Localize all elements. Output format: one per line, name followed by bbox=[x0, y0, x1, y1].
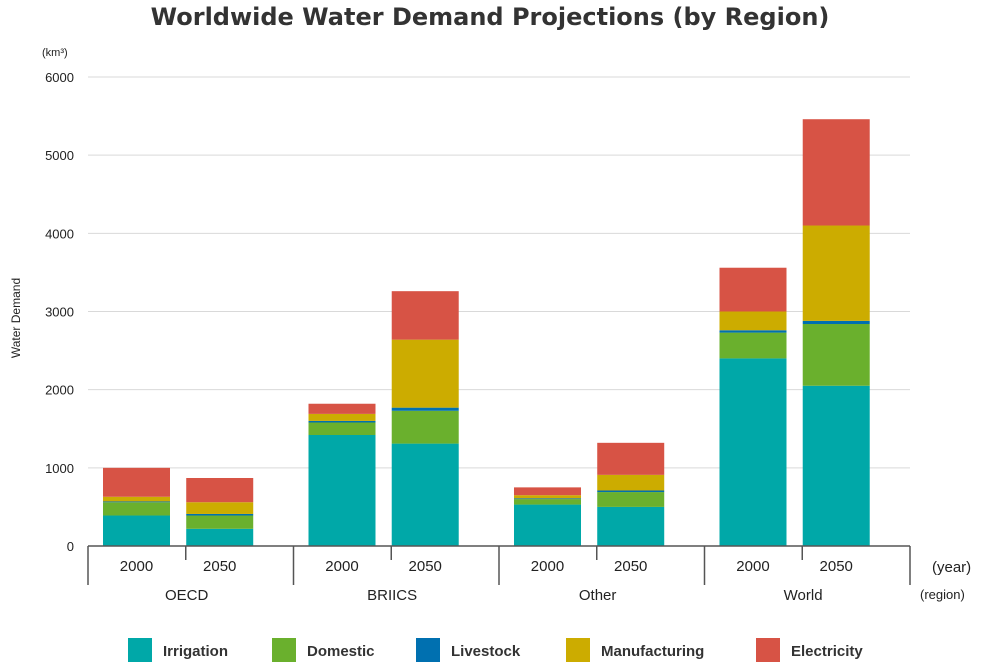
year-label: 2000 bbox=[531, 558, 564, 575]
year-label: 2050 bbox=[820, 558, 853, 575]
bar-segment-manufacturing bbox=[597, 474, 665, 491]
y-tick-label: 1000 bbox=[45, 461, 74, 476]
bar-segment-electricity bbox=[308, 403, 376, 414]
bar-segment-irrigation bbox=[186, 528, 254, 546]
legend-label-irrigation: Irrigation bbox=[163, 643, 228, 660]
bar-segment-domestic bbox=[308, 422, 376, 436]
y-axis-unit: (km³) bbox=[42, 47, 68, 59]
legend-label-domestic: Domestic bbox=[307, 643, 375, 660]
y-tick-label: 0 bbox=[67, 539, 74, 554]
legend-label-manufacturing: Manufacturing bbox=[601, 643, 704, 660]
bar-segment-livestock bbox=[102, 501, 170, 503]
legend-swatch-livestock bbox=[416, 638, 440, 662]
bar-segment-manufacturing bbox=[391, 339, 459, 408]
bar-segment-livestock bbox=[597, 490, 665, 493]
year-label: 2050 bbox=[409, 558, 442, 575]
bar-segment-domestic bbox=[102, 502, 170, 516]
legend-swatch-manufacturing bbox=[566, 638, 590, 662]
bar-segment-domestic bbox=[719, 332, 787, 359]
bar-segment-manufacturing bbox=[802, 225, 870, 321]
year-label: 2000 bbox=[325, 558, 358, 575]
bar-segment-livestock bbox=[802, 320, 870, 325]
bar-segment-irrigation bbox=[802, 385, 870, 546]
bar-segment-livestock bbox=[719, 330, 787, 333]
legend: Irrigation Domestic Livestock Manufacturing… bbox=[128, 638, 863, 662]
bar-segment-livestock bbox=[308, 420, 376, 423]
y-tick-label: 6000 bbox=[45, 70, 74, 85]
bar-segment-livestock bbox=[391, 407, 459, 411]
bar-segment-manufacturing bbox=[308, 413, 376, 421]
legend-swatch-electricity bbox=[756, 638, 780, 662]
bar-segment-domestic bbox=[391, 410, 459, 444]
bar-segment-manufacturing bbox=[102, 496, 170, 502]
bar-segment-electricity bbox=[102, 467, 170, 497]
bar-segment-electricity bbox=[719, 267, 787, 312]
bar-segment-domestic bbox=[802, 324, 870, 386]
bar-segment-irrigation bbox=[513, 504, 581, 546]
bars bbox=[102, 119, 870, 546]
bar-segment-irrigation bbox=[719, 358, 787, 546]
year-label: 2000 bbox=[120, 558, 153, 575]
y-tick-label: 4000 bbox=[45, 226, 74, 241]
y-tick-labels: 0 1000 2000 3000 4000 5000 6000 bbox=[45, 70, 74, 554]
bar-segment-domestic bbox=[513, 499, 581, 505]
bar-segment-domestic bbox=[186, 515, 254, 529]
region-label: World bbox=[784, 587, 823, 604]
legend-swatch-domestic bbox=[272, 638, 296, 662]
region-label: OECD bbox=[165, 587, 209, 604]
bar-segment-manufacturing bbox=[186, 502, 254, 514]
year-label: 2000 bbox=[736, 558, 769, 575]
legend-swatch-irrigation bbox=[128, 638, 152, 662]
y-axis-label: Water Demand bbox=[9, 278, 23, 358]
bar-segment-irrigation bbox=[102, 515, 170, 546]
bar-segment-irrigation bbox=[308, 435, 376, 546]
year-label: 2050 bbox=[203, 558, 236, 575]
y-tick-label: 5000 bbox=[45, 148, 74, 163]
x-axis-unit: (year) bbox=[932, 559, 971, 576]
bar-segment-livestock bbox=[186, 513, 254, 516]
bar-segment-irrigation bbox=[597, 506, 665, 546]
bar-segment-electricity bbox=[513, 487, 581, 496]
y-tick-label: 3000 bbox=[45, 305, 74, 320]
bar-segment-domestic bbox=[597, 492, 665, 507]
year-label: 2050 bbox=[614, 558, 647, 575]
bar-segment-manufacturing bbox=[719, 311, 787, 331]
bar-segment-electricity bbox=[391, 291, 459, 340]
legend-label-livestock: Livestock bbox=[451, 643, 521, 660]
legend-label-electricity: Electricity bbox=[791, 643, 863, 660]
bar-segment-electricity bbox=[186, 477, 254, 503]
bar-segment-livestock bbox=[513, 498, 581, 500]
x-group-unit: (region) bbox=[920, 587, 965, 602]
chart-title: Worldwide Water Demand Projections (by R… bbox=[151, 3, 830, 31]
y-tick-label: 2000 bbox=[45, 383, 74, 398]
region-label: BRIICS bbox=[367, 587, 417, 604]
region-label: Other bbox=[579, 587, 617, 604]
x-axis: OECD BRIICS Other World 2000 2050 2000 2050 2000… bbox=[87, 545, 911, 604]
bar-segment-electricity bbox=[597, 442, 665, 475]
bar-segment-electricity bbox=[802, 119, 870, 226]
bar-segment-manufacturing bbox=[513, 495, 581, 499]
grid-lines bbox=[88, 76, 910, 469]
bar-segment-irrigation bbox=[391, 443, 459, 546]
